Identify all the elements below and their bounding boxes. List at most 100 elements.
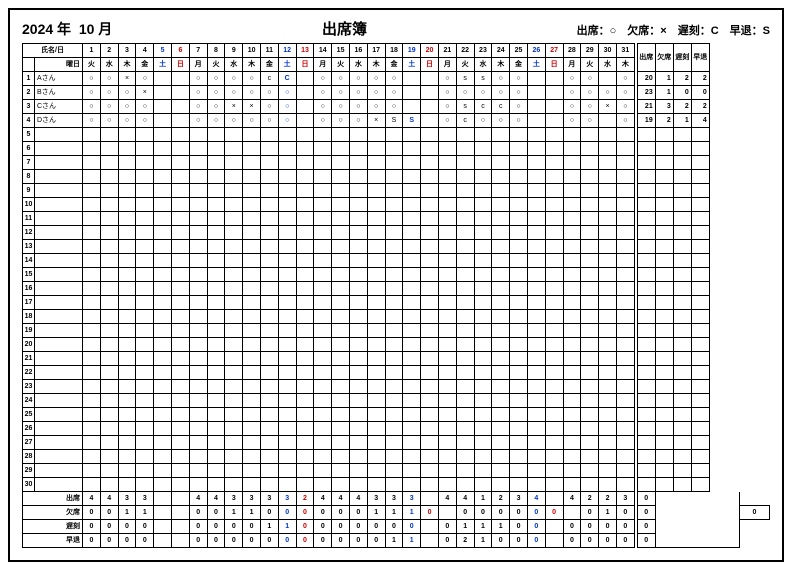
mark — [367, 156, 385, 170]
mark: c — [260, 72, 278, 86]
mark — [225, 170, 243, 184]
mark — [118, 212, 136, 226]
mark — [492, 422, 510, 436]
mark — [492, 450, 510, 464]
mark — [510, 324, 528, 338]
student-sum — [637, 436, 655, 450]
student-sum — [655, 478, 673, 492]
mark — [278, 478, 296, 492]
mark — [438, 268, 456, 282]
mark — [154, 422, 172, 436]
mark — [154, 198, 172, 212]
mark — [421, 408, 439, 422]
mark — [136, 268, 154, 282]
student-sum — [691, 226, 709, 240]
mark — [474, 464, 492, 478]
mark — [456, 366, 474, 380]
mark — [349, 478, 367, 492]
mark — [83, 198, 101, 212]
mark — [136, 366, 154, 380]
mark: ○ — [118, 100, 136, 114]
mark — [545, 142, 563, 156]
mark — [314, 394, 332, 408]
mark — [474, 450, 492, 464]
mark — [421, 450, 439, 464]
student-sum — [655, 338, 673, 352]
summary-value: 0 — [207, 534, 225, 548]
student-name — [35, 408, 83, 422]
mark — [545, 422, 563, 436]
mark — [403, 338, 421, 352]
student-name — [35, 296, 83, 310]
mark — [296, 240, 314, 254]
mark — [207, 310, 225, 324]
mark — [154, 156, 172, 170]
mark — [296, 338, 314, 352]
student-sum — [637, 338, 655, 352]
mark — [83, 254, 101, 268]
summary-value: 0 — [563, 534, 581, 548]
day-number: 1 — [83, 44, 101, 58]
mark — [456, 226, 474, 240]
student-sum — [691, 212, 709, 226]
mark — [225, 268, 243, 282]
weekday: 火 — [581, 58, 599, 72]
mark — [545, 100, 563, 114]
mark — [349, 310, 367, 324]
mark — [225, 142, 243, 156]
mark — [296, 436, 314, 450]
summary-value: 1 — [367, 506, 385, 520]
mark — [136, 142, 154, 156]
mark — [100, 170, 118, 184]
mark — [225, 198, 243, 212]
mark — [527, 366, 545, 380]
day-number: 24 — [492, 44, 510, 58]
mark — [616, 366, 634, 380]
mark — [154, 142, 172, 156]
mark: ○ — [100, 100, 118, 114]
summary-value: 0 — [100, 534, 118, 548]
mark — [225, 450, 243, 464]
student-name: Dさん — [35, 114, 83, 128]
mark — [189, 170, 207, 184]
mark — [118, 240, 136, 254]
mark: ○ — [83, 86, 101, 100]
mark — [492, 464, 510, 478]
summary-value: 0 — [100, 506, 118, 520]
mark — [332, 422, 350, 436]
mark — [599, 408, 617, 422]
mark — [581, 240, 599, 254]
student-name — [35, 254, 83, 268]
mark — [243, 478, 261, 492]
mark — [545, 170, 563, 184]
mark — [527, 282, 545, 296]
mark — [385, 366, 403, 380]
student-sum — [673, 464, 691, 478]
student-sum — [691, 464, 709, 478]
mark — [510, 366, 528, 380]
mark — [438, 450, 456, 464]
mark — [172, 198, 190, 212]
mark — [225, 184, 243, 198]
summary-value: 1 — [385, 534, 403, 548]
mark — [438, 352, 456, 366]
mark — [278, 240, 296, 254]
mark — [599, 114, 617, 128]
row-number: 2 — [23, 86, 35, 100]
mark — [474, 226, 492, 240]
mark: ○ — [207, 114, 225, 128]
mark — [527, 296, 545, 310]
mark: ○ — [367, 86, 385, 100]
mark: ○ — [83, 114, 101, 128]
mark — [100, 450, 118, 464]
summary-value — [438, 506, 456, 520]
mark — [172, 170, 190, 184]
mark — [510, 156, 528, 170]
mark — [296, 226, 314, 240]
mark — [332, 226, 350, 240]
weekday: 水 — [599, 58, 617, 72]
mark — [189, 128, 207, 142]
student-sum — [655, 198, 673, 212]
mark — [438, 380, 456, 394]
summary-value: 4 — [314, 492, 332, 506]
